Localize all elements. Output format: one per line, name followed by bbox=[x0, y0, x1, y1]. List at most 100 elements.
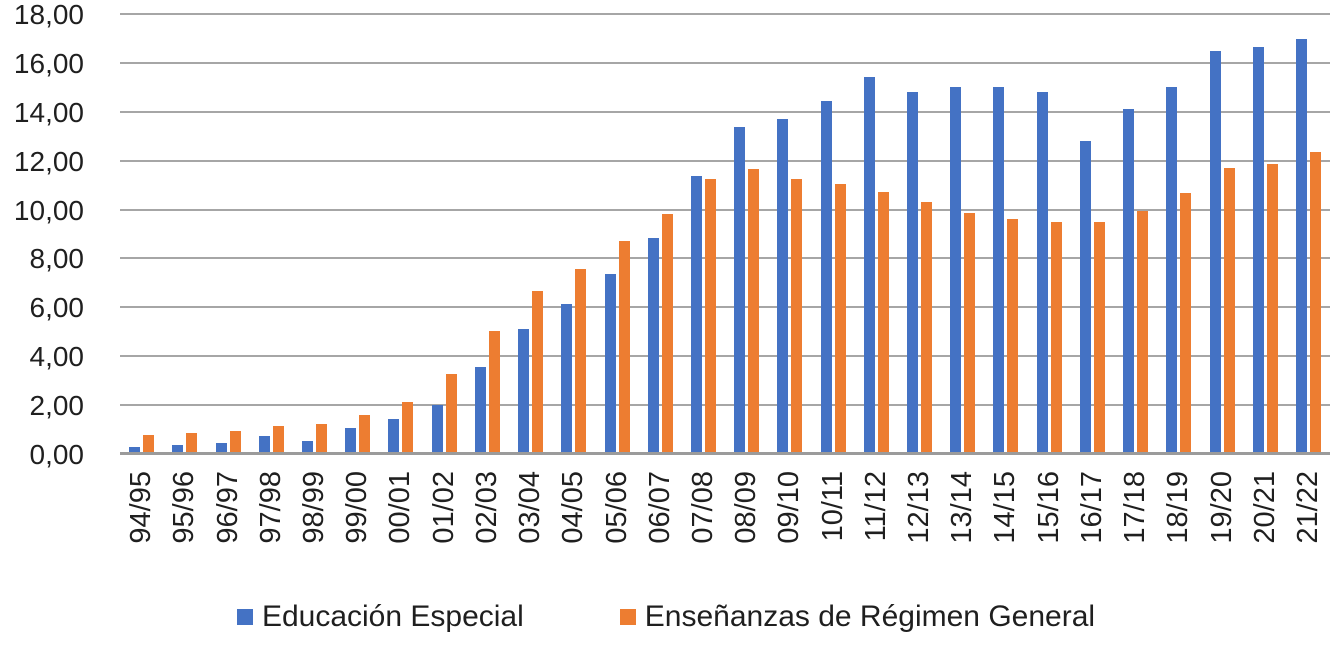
x-cell: 06/07 bbox=[639, 457, 682, 583]
x-tick-label: 16/17 bbox=[1075, 471, 1108, 544]
x-cell: 09/10 bbox=[768, 457, 811, 583]
bar-group-11-12 bbox=[855, 15, 898, 455]
bar bbox=[791, 179, 803, 455]
bar-group-20-21 bbox=[1244, 15, 1287, 455]
y-tick-label: 8,00 bbox=[29, 243, 85, 275]
bar bbox=[618, 240, 630, 455]
x-tick-label: 03/04 bbox=[514, 471, 547, 544]
x-tick-label: 00/01 bbox=[384, 471, 417, 544]
bar-group-07-08 bbox=[682, 15, 725, 455]
bar bbox=[186, 432, 198, 455]
bar bbox=[1093, 221, 1105, 455]
bar bbox=[345, 427, 357, 455]
y-tick-label: 6,00 bbox=[29, 292, 85, 324]
x-tick-label: 15/16 bbox=[1032, 471, 1065, 544]
x-cell: 19/20 bbox=[1200, 457, 1243, 583]
x-cell: 95/96 bbox=[163, 457, 206, 583]
bar-group-02-03 bbox=[466, 15, 509, 455]
y-tick-label: 0,00 bbox=[29, 439, 85, 470]
bar-group-01-02 bbox=[423, 15, 466, 455]
bar bbox=[315, 424, 327, 455]
x-cell: 94/95 bbox=[120, 457, 163, 583]
bar bbox=[143, 434, 155, 455]
bar bbox=[734, 127, 746, 455]
legend-item: Enseñanzas de Régimen General bbox=[619, 600, 1095, 633]
x-cell: 11/12 bbox=[855, 457, 898, 583]
bar-group-04-05 bbox=[552, 15, 595, 455]
bar bbox=[1166, 86, 1178, 455]
x-tick-label: 20/21 bbox=[1248, 471, 1281, 544]
legend-item: Educación Especial bbox=[236, 600, 524, 633]
x-tick-label: 01/02 bbox=[427, 471, 460, 544]
bar-group-99-00 bbox=[336, 15, 379, 455]
bar bbox=[834, 184, 846, 455]
bar bbox=[172, 444, 184, 455]
legend-swatch-icon bbox=[619, 608, 636, 625]
bar bbox=[863, 76, 875, 455]
x-cell: 10/11 bbox=[812, 457, 855, 583]
gridline bbox=[120, 404, 1330, 407]
bar bbox=[820, 100, 832, 455]
legend: Educación Especial Enseñanzas de Régimen … bbox=[0, 600, 1332, 633]
x-tick-label: 99/00 bbox=[341, 471, 374, 544]
bars-layer bbox=[120, 15, 1330, 455]
bar bbox=[575, 268, 587, 455]
x-cell: 98/99 bbox=[293, 457, 336, 583]
x-cell: 14/15 bbox=[984, 457, 1027, 583]
x-tick-label: 12/13 bbox=[903, 471, 936, 544]
x-cell: 07/08 bbox=[682, 457, 725, 583]
x-tick-label: 09/10 bbox=[773, 471, 806, 544]
bar-group-16-17 bbox=[1071, 15, 1114, 455]
gridline bbox=[120, 355, 1330, 358]
bar bbox=[1310, 151, 1322, 455]
gridline bbox=[120, 13, 1330, 15]
x-cell: 01/02 bbox=[423, 457, 466, 583]
x-tick-label: 94/95 bbox=[125, 471, 158, 544]
bar bbox=[359, 415, 371, 455]
bar bbox=[1007, 219, 1019, 455]
gridline bbox=[120, 257, 1330, 260]
x-tick-label: 19/20 bbox=[1205, 471, 1238, 544]
x-cell: 04/05 bbox=[552, 457, 595, 583]
bar bbox=[301, 440, 313, 455]
bar bbox=[445, 373, 457, 455]
legend-swatch-icon bbox=[236, 608, 253, 625]
x-tick-label: 05/06 bbox=[600, 471, 633, 544]
bar bbox=[1036, 92, 1048, 455]
y-tick-label: 10,00 bbox=[13, 194, 84, 226]
gridline bbox=[120, 61, 1330, 64]
bar bbox=[488, 331, 500, 455]
bar-group-13-14 bbox=[941, 15, 984, 455]
y-tick-label: 18,00 bbox=[13, 0, 84, 30]
bar bbox=[1266, 164, 1278, 455]
bar bbox=[129, 446, 141, 455]
y-tick-label: 12,00 bbox=[13, 145, 84, 177]
x-cell: 96/97 bbox=[206, 457, 249, 583]
bar bbox=[272, 426, 284, 455]
x-tick-label: 17/18 bbox=[1119, 471, 1152, 544]
y-tick-label: 14,00 bbox=[13, 96, 84, 128]
bar bbox=[1223, 168, 1235, 455]
x-tick-label: 97/98 bbox=[254, 471, 287, 544]
x-axis-line bbox=[120, 452, 1330, 455]
x-tick-label: 07/08 bbox=[686, 471, 719, 544]
bar-group-05-06 bbox=[595, 15, 638, 455]
x-cell: 17/18 bbox=[1114, 457, 1157, 583]
bar bbox=[1050, 222, 1062, 455]
bar bbox=[431, 404, 443, 455]
bar bbox=[661, 213, 673, 455]
x-cell: 99/00 bbox=[336, 457, 379, 583]
x-tick-label: 10/11 bbox=[816, 471, 849, 542]
bar bbox=[604, 274, 616, 455]
x-tick-label: 96/97 bbox=[211, 471, 244, 544]
x-tick-label: 02/03 bbox=[470, 471, 503, 544]
bar bbox=[777, 119, 789, 455]
x-cell: 16/17 bbox=[1071, 457, 1114, 583]
bar-group-09-10 bbox=[768, 15, 811, 455]
bar bbox=[1137, 210, 1149, 455]
x-tick-label: 18/19 bbox=[1162, 471, 1195, 544]
x-tick-label: 11/12 bbox=[859, 471, 892, 542]
bar bbox=[258, 436, 270, 455]
bar-group-98-99 bbox=[293, 15, 336, 455]
bar bbox=[402, 402, 414, 455]
